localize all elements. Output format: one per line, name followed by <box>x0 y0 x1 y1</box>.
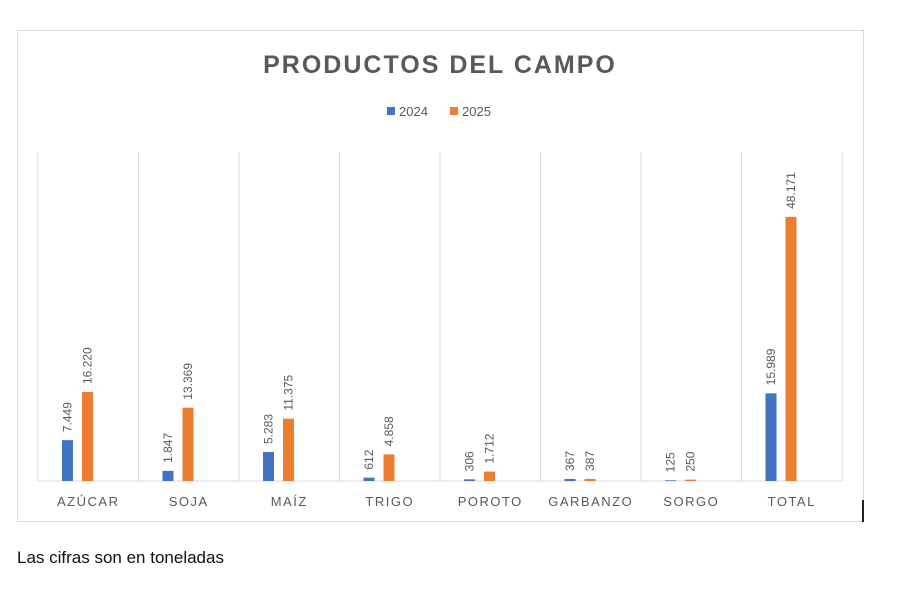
data-label: 4.858 <box>382 416 396 446</box>
data-label: 1.847 <box>161 433 175 463</box>
caption: Las cifras son en toneladas <box>17 548 224 567</box>
bar-2025-sorgo <box>685 479 696 481</box>
bar-2024-sorgo <box>665 480 676 481</box>
x-tick-label: SOJA <box>169 494 209 509</box>
data-label: 387 <box>583 451 597 471</box>
bar-2025-trigo <box>383 454 395 481</box>
data-label: 250 <box>684 451 698 471</box>
data-label: 13.369 <box>181 363 195 400</box>
data-label: 125 <box>664 452 678 472</box>
bar-2024-garbanzo <box>564 478 576 481</box>
data-label: 7.449 <box>61 402 75 432</box>
data-labels: 7.449 1.847 5.283 612 306 367 125 15.989 16.220 1… <box>61 172 799 472</box>
grid <box>37 152 843 482</box>
legend-swatch-2024 <box>387 107 395 115</box>
data-label: 5.283 <box>262 414 276 444</box>
data-label: 16.220 <box>81 347 95 384</box>
text-cursor <box>862 500 864 522</box>
bar-2025-garbanzo <box>584 478 596 481</box>
x-tick-label: TRIGO <box>365 494 414 509</box>
bar-2025-soja <box>182 407 194 481</box>
x-tick-label: AZÚCAR <box>57 494 119 509</box>
x-tick-label: GARBANZO <box>548 494 633 509</box>
bar-2025-total <box>785 216 797 481</box>
data-label: 15.989 <box>764 348 778 385</box>
bars <box>62 216 797 481</box>
x-axis-labels: AZÚCAR SOJA MAÍZ TRIGO POROTO GARBANZO SORGO TO… <box>57 494 816 509</box>
legend-label: 2024 <box>399 104 428 119</box>
legend-swatch-2025 <box>450 107 458 115</box>
data-label: 48.171 <box>784 172 798 209</box>
bar-2024-maíz <box>263 452 274 481</box>
bar-2024-soja <box>162 470 174 481</box>
data-label: 11.375 <box>282 374 296 410</box>
x-tick-label: MAÍZ <box>271 494 308 509</box>
bar-2025-poroto <box>484 471 495 481</box>
bar-2024-total <box>765 393 777 481</box>
bar-2024-poroto <box>464 479 475 481</box>
bar-2024-azúcar <box>62 440 73 481</box>
legend: 2024 2025 <box>387 104 491 119</box>
x-tick-label: POROTO <box>458 494 523 509</box>
x-tick-label: TOTAL <box>768 494 816 509</box>
x-tick-label: SORGO <box>663 494 719 509</box>
data-label: 367 <box>563 451 577 471</box>
bar-2025-maíz <box>283 418 294 481</box>
data-label: 306 <box>463 451 477 471</box>
chart-area <box>17 30 864 522</box>
data-label: 1.712 <box>483 433 497 463</box>
legend-label: 2025 <box>462 104 491 119</box>
chart-title: PRODUCTOS DEL CAMPO <box>263 51 617 79</box>
bar-2025-azúcar <box>82 392 93 481</box>
data-label: 612 <box>362 449 376 469</box>
bar-2024-trigo <box>363 477 375 481</box>
